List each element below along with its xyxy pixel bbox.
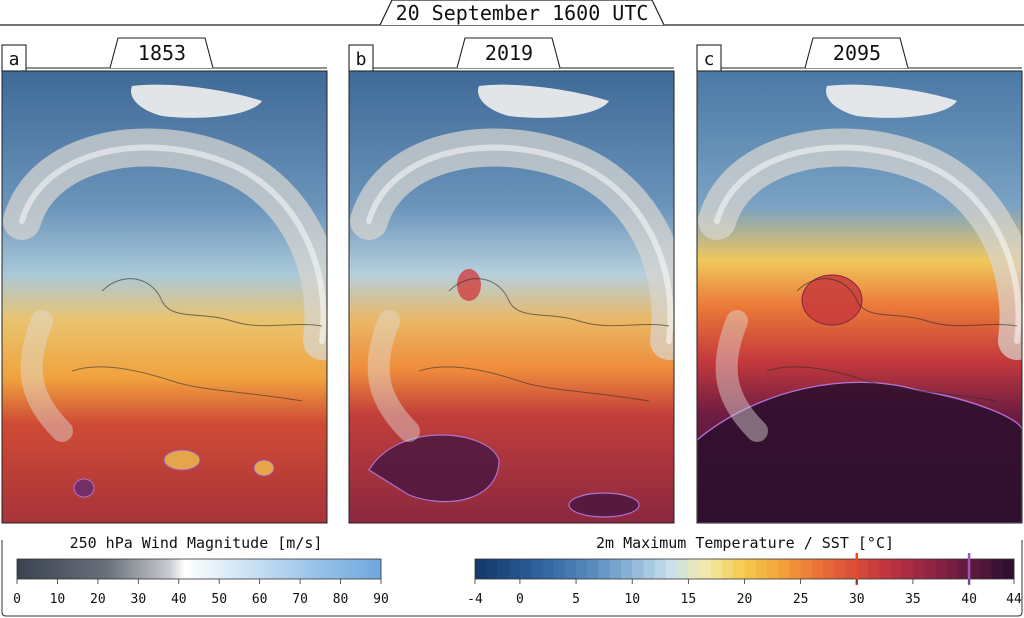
temp-tick-label: 30 xyxy=(849,592,865,607)
temp-colorbar-cell xyxy=(699,559,712,579)
temp-colorbar-cell xyxy=(991,559,1004,579)
temp-colorbar-cell xyxy=(497,559,510,579)
temp-colorbar-cell xyxy=(912,559,925,579)
wind-colorbar-label: 250 hPa Wind Magnitude [m/s] xyxy=(70,534,323,552)
temp-colorbar-cell xyxy=(553,559,566,579)
page-title: 20 September 1600 UTC xyxy=(396,1,649,25)
temp-colorbar-cell xyxy=(688,559,701,579)
wind-tick-label: 50 xyxy=(211,592,227,607)
temp-tick-label: 10 xyxy=(624,592,640,607)
temp-colorbar-cell xyxy=(620,559,633,579)
temp-tick-label: 5 xyxy=(572,592,580,607)
temp-tick-label: -4 xyxy=(467,592,483,607)
temp-colorbar-cell xyxy=(475,559,487,579)
temp-colorbar-cell xyxy=(733,559,745,579)
temp-colorbar-cell xyxy=(811,559,824,579)
temp-tick-label: 0 xyxy=(516,592,524,607)
wind-tick-label: 60 xyxy=(252,592,268,607)
temp-colorbar-cell xyxy=(677,559,689,579)
temp-colorbar-cell xyxy=(834,559,847,579)
panel-letter-c: c xyxy=(704,49,715,70)
temp-tick-label: 20 xyxy=(737,592,753,607)
panel-letter-a: a xyxy=(9,49,20,70)
temp-colorbar-cell xyxy=(856,559,869,579)
map-panel-a: 1853 a xyxy=(1,37,328,524)
wind-tick-label: 80 xyxy=(333,592,349,607)
wind-tick-label: 70 xyxy=(292,592,308,607)
temp-colorbar-cell xyxy=(486,559,498,579)
temperature-wind-map xyxy=(697,71,1022,523)
temp-colorbar-cell xyxy=(531,559,543,579)
wind-tick-label: 10 xyxy=(50,592,66,607)
wind-tick-label: 40 xyxy=(171,592,187,607)
temp-colorbar-cell xyxy=(901,559,914,579)
wind-colorbar: 250 hPa Wind Magnitude [m/s] 0 10 20 30 40 50… xyxy=(13,534,389,607)
temp-colorbar-cell xyxy=(800,559,813,579)
title-tab: 20 September 1600 UTC xyxy=(0,0,1024,26)
temp-tick-label: 15 xyxy=(681,592,697,607)
temp-colorbar-cell xyxy=(845,559,858,579)
wind-tick-label: 90 xyxy=(373,592,389,607)
temp-colorbar-cell xyxy=(1002,559,1015,579)
map-panel-b: 2019 b xyxy=(348,37,675,524)
legend-frame xyxy=(1,540,1023,617)
temp-colorbar-cell xyxy=(766,559,779,579)
wind-colorbar-gradient xyxy=(16,558,382,580)
temp-colorbar-cell xyxy=(722,559,734,579)
temp-colorbar-cell xyxy=(823,559,835,579)
temp-tick-label: 40 xyxy=(961,592,977,607)
temp-colorbar-cell xyxy=(654,559,667,579)
temp-colorbar-cell xyxy=(969,559,981,579)
temp-colorbar-label: 2m Maximum Temperature / SST [°C] xyxy=(596,534,894,552)
temp-colorbar-cell xyxy=(946,559,959,579)
temp-colorbar-cell xyxy=(576,559,588,579)
temperature-wind-map xyxy=(349,71,674,523)
wind-tick-label: 20 xyxy=(90,592,106,607)
temp-colorbar-cell xyxy=(789,559,802,579)
temp-colorbar-cell xyxy=(890,559,903,579)
temp-colorbar-cell xyxy=(935,559,948,579)
temperature-wind-map xyxy=(2,71,327,523)
temp-colorbar-cell xyxy=(879,559,891,579)
temp-colorbar-cell xyxy=(755,559,768,579)
temp-colorbar-cell xyxy=(519,559,532,579)
wind-tick-label: 0 xyxy=(13,592,21,607)
temp-colorbar-cell xyxy=(598,559,611,579)
temp-colorbar-cell xyxy=(665,559,678,579)
temp-colorbar-cell xyxy=(632,559,644,579)
temp-colorbar-cell xyxy=(587,559,600,579)
temp-tick-label: 44 xyxy=(1006,592,1022,607)
temp-tick-label: 35 xyxy=(905,592,921,607)
temp-colorbar-cell xyxy=(957,559,970,579)
panel-year-b: 2019 xyxy=(485,41,533,65)
temp-tick-label: 25 xyxy=(793,592,809,607)
temp-colorbar-cell xyxy=(609,559,622,579)
panel-year-a: 1853 xyxy=(138,41,186,65)
temp-colorbar-cell xyxy=(542,559,555,579)
temp-colorbar-cell xyxy=(710,559,723,579)
temp-colorbar-cell xyxy=(744,559,757,579)
temp-colorbar-cell xyxy=(868,559,880,579)
temp-colorbar-cell xyxy=(778,559,790,579)
map-panel-c: 2095 c xyxy=(696,37,1023,524)
wind-tick-label: 30 xyxy=(131,592,147,607)
panel-letter-b: b xyxy=(356,49,367,70)
temp-colorbar-cell xyxy=(643,559,656,579)
panel-year-c: 2095 xyxy=(833,41,881,65)
temp-colorbar-cell xyxy=(508,559,521,579)
temp-colorbar-cell xyxy=(924,559,936,579)
temp-colorbar: 2m Maximum Temperature / SST [°C] -4 0 5 10… xyxy=(467,534,1022,607)
temp-colorbar-cell xyxy=(564,559,577,579)
temp-colorbar-cell xyxy=(980,559,993,579)
